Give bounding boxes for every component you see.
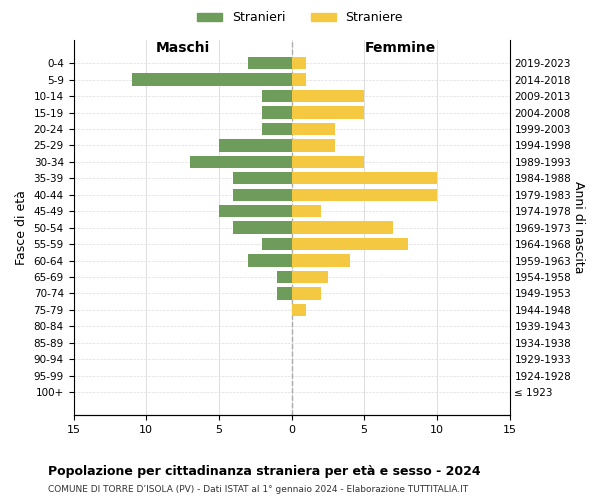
Bar	[292, 74, 306, 86]
Bar	[190, 156, 292, 168]
Bar	[248, 254, 292, 266]
Bar	[292, 106, 364, 118]
Bar	[277, 287, 292, 300]
Bar	[292, 287, 320, 300]
Bar	[248, 57, 292, 70]
Bar	[292, 57, 306, 70]
Bar	[233, 222, 292, 234]
Bar	[262, 106, 292, 118]
Bar	[292, 254, 350, 266]
Bar	[292, 205, 320, 218]
Bar	[292, 188, 437, 201]
Bar	[262, 90, 292, 102]
Bar	[292, 222, 393, 234]
Bar	[292, 271, 328, 283]
Bar	[233, 188, 292, 201]
Bar	[233, 172, 292, 184]
Legend: Stranieri, Straniere: Stranieri, Straniere	[192, 6, 408, 29]
Text: Popolazione per cittadinanza straniera per età e sesso - 2024: Popolazione per cittadinanza straniera p…	[48, 465, 481, 478]
Text: Maschi: Maschi	[155, 41, 209, 55]
Bar	[277, 271, 292, 283]
Bar	[292, 238, 408, 250]
Bar	[292, 90, 364, 102]
Bar	[219, 140, 292, 151]
Bar	[292, 156, 364, 168]
Text: COMUNE DI TORRE D’ISOLA (PV) - Dati ISTAT al 1° gennaio 2024 - Elaborazione TUTT: COMUNE DI TORRE D’ISOLA (PV) - Dati ISTA…	[48, 485, 468, 494]
Bar	[292, 304, 306, 316]
Bar	[131, 74, 292, 86]
Bar	[292, 140, 335, 151]
Bar	[292, 123, 335, 135]
Bar	[292, 172, 437, 184]
Y-axis label: Fasce di età: Fasce di età	[15, 190, 28, 265]
Bar	[219, 205, 292, 218]
Text: Femmine: Femmine	[365, 41, 436, 55]
Bar	[262, 123, 292, 135]
Bar	[262, 238, 292, 250]
Y-axis label: Anni di nascita: Anni di nascita	[572, 182, 585, 274]
